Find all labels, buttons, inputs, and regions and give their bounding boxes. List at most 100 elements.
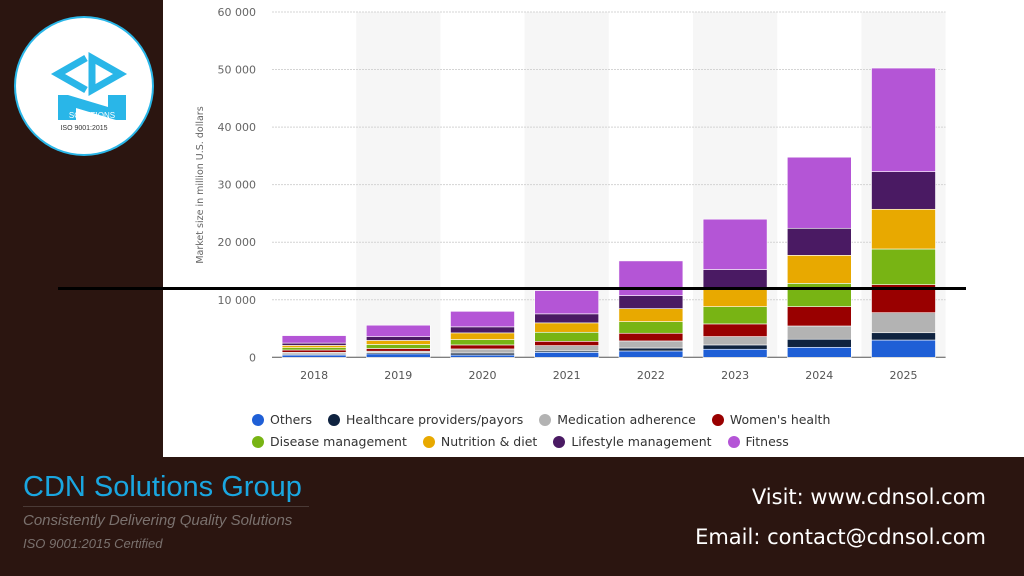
bar-segment-nutrition-diet-2020 xyxy=(450,332,515,340)
bar-segment-healthcare-providers-payors-2022 xyxy=(618,347,684,352)
email-link[interactable]: Email: contact@cdnsol.com xyxy=(695,525,986,549)
bar-segment-medication-adherence-2020 xyxy=(450,348,515,354)
company-logo: SOLUTIONS ISO 9001:2015 xyxy=(16,18,152,154)
tagline: Consistently Delivering Quality Solution… xyxy=(23,512,293,529)
bar-segment-lifestyle-management-2024 xyxy=(786,227,852,256)
legend-dot-icon xyxy=(553,436,566,448)
legend-row: Others Healthcare providers/payors Medicat… xyxy=(252,412,830,427)
bar-segment-others-2018 xyxy=(281,354,347,358)
legend-dot-icon xyxy=(422,436,435,448)
bar-segment-lifestyle-management-2018 xyxy=(281,342,347,346)
legend-item[interactable]: Others xyxy=(252,412,312,427)
bar-segment-lifestyle-management-2021 xyxy=(534,313,600,324)
bar-segment-others-2024 xyxy=(786,346,852,358)
bar-segment-medication-adherence-2025 xyxy=(871,312,936,334)
x-tick-label: 2020 xyxy=(469,369,497,382)
stacked-bar-chart: 0 10 000 20 000 30 000 40 000 50 000 60 000 Mar… xyxy=(195,6,946,382)
x-tick-label: 2021 xyxy=(553,369,581,382)
x-tick-label: 2022 xyxy=(637,369,665,382)
logo-subtitle: SOLUTIONS xyxy=(69,111,115,120)
bar-segment-nutrition-diet-2023 xyxy=(702,287,768,307)
logo-iso: ISO 9001:2015 xyxy=(60,125,108,132)
website-link[interactable]: Visit: www.cdnsol.com xyxy=(751,485,986,509)
bar-segment-women-s-health-2020 xyxy=(450,344,515,350)
legend-dot-icon xyxy=(727,436,740,448)
legend-label: Women's health xyxy=(729,412,831,427)
x-tick-label: 2024 xyxy=(805,369,833,382)
bar-segment-disease-management-2020 xyxy=(450,339,515,346)
bar-segment-others-2021 xyxy=(534,351,600,358)
bar-segment-fitness-2021 xyxy=(534,290,600,315)
footer: CDN Solutions Group Consistently Deliver… xyxy=(0,457,1024,576)
legend-item[interactable]: Lifestyle management xyxy=(553,434,712,449)
left-panel: SOLUTIONS ISO 9001:2015 xyxy=(0,0,163,457)
y-tick-label: 40 000 xyxy=(218,121,257,134)
x-tick-label: 2018 xyxy=(300,369,328,382)
bar-segment-women-s-health-2024 xyxy=(786,306,852,327)
bar-segment-lifestyle-management-2019 xyxy=(365,336,431,341)
bar-segment-nutrition-diet-2022 xyxy=(618,308,684,322)
legend-dot-icon xyxy=(711,414,724,426)
bar-segment-fitness-2019 xyxy=(365,324,431,337)
y-tick-label: 20 000 xyxy=(218,236,257,249)
bar-segment-women-s-health-2019 xyxy=(365,348,431,352)
bar-segment-disease-management-2021 xyxy=(534,331,600,342)
y-tick-label: 10 000 xyxy=(218,294,257,307)
bar-segment-fitness-2025 xyxy=(871,67,936,172)
bar-segment-nutrition-diet-2025 xyxy=(871,208,936,250)
legend-dot-icon xyxy=(252,414,264,426)
y-axis-label: Market size in million U.S. dollars xyxy=(195,106,206,263)
legend-item[interactable]: Nutrition & diet xyxy=(422,434,537,449)
bar-segment-nutrition-diet-2018 xyxy=(281,345,347,348)
bar-segment-women-s-health-2023 xyxy=(702,323,768,337)
bar-segment-others-2025 xyxy=(871,339,936,358)
bar-segment-lifestyle-management-2020 xyxy=(450,326,515,334)
bar-segment-others-2023 xyxy=(702,348,768,358)
x-tick-label: 2019 xyxy=(384,369,412,382)
bar-segment-healthcare-providers-payors-2025 xyxy=(871,332,936,341)
y-tick-label: 50 000 xyxy=(218,64,257,77)
logo-mark-icon: SOLUTIONS xyxy=(50,51,128,120)
horizontal-divider-line xyxy=(58,287,966,290)
y-tick-label: 0 xyxy=(249,351,256,364)
bar-segment-nutrition-diet-2024 xyxy=(786,255,852,284)
legend-row: Disease management Nutrition & diet Lifest… xyxy=(252,434,789,449)
legend-label: Disease management xyxy=(270,434,407,449)
legend-label: Lifestyle management xyxy=(571,434,712,449)
bar-segment-healthcare-providers-payors-2020 xyxy=(450,352,515,356)
legend-item[interactable]: Medication adherence xyxy=(539,412,696,427)
legend-label: Fitness xyxy=(745,434,789,449)
bar-segment-women-s-health-2021 xyxy=(534,341,600,346)
bar-segment-fitness-2024 xyxy=(786,156,852,229)
bar-segment-others-2019 xyxy=(365,353,431,358)
bar-segment-nutrition-diet-2019 xyxy=(365,340,431,345)
y-tick-label: 30 000 xyxy=(218,179,257,192)
legend-dot-icon xyxy=(328,414,341,426)
legend-dot-icon xyxy=(539,414,552,426)
bar-segment-healthcare-providers-payors-2024 xyxy=(786,338,852,348)
x-tick-label: 2025 xyxy=(890,369,918,382)
bar-segment-disease-management-2023 xyxy=(702,306,768,325)
bar-segment-disease-management-2018 xyxy=(281,347,347,351)
y-tick-label: 60 000 xyxy=(218,6,257,19)
bar-segment-fitness-2023 xyxy=(702,218,768,270)
brand-name: CDN Solutions Group xyxy=(23,471,302,503)
legend-item[interactable]: Healthcare providers/payors xyxy=(328,412,523,427)
legend-item[interactable]: Disease management xyxy=(252,434,407,449)
bar-segment-medication-adherence-2021 xyxy=(534,345,600,352)
brand-divider xyxy=(23,506,309,507)
legend-dot-icon xyxy=(252,436,264,448)
legend-label: Others xyxy=(270,412,313,427)
legend-item[interactable]: Fitness xyxy=(727,434,789,449)
bar-segment-fitness-2018 xyxy=(281,335,347,344)
legend-label: Healthcare providers/payors xyxy=(346,412,524,427)
x-tick-label: 2023 xyxy=(721,369,749,382)
iso-certification: ISO 9001:2015 Certified xyxy=(23,536,163,551)
bar-segment-lifestyle-management-2025 xyxy=(871,171,936,210)
bar-segment-medication-adherence-2024 xyxy=(786,325,852,340)
bar-segment-nutrition-diet-2021 xyxy=(534,322,600,333)
bar-segment-lifestyle-management-2023 xyxy=(702,269,768,288)
legend-label: Medication adherence xyxy=(557,412,696,427)
bar-segment-women-s-health-2022 xyxy=(618,332,684,342)
legend-item[interactable]: Women's health xyxy=(711,412,831,427)
